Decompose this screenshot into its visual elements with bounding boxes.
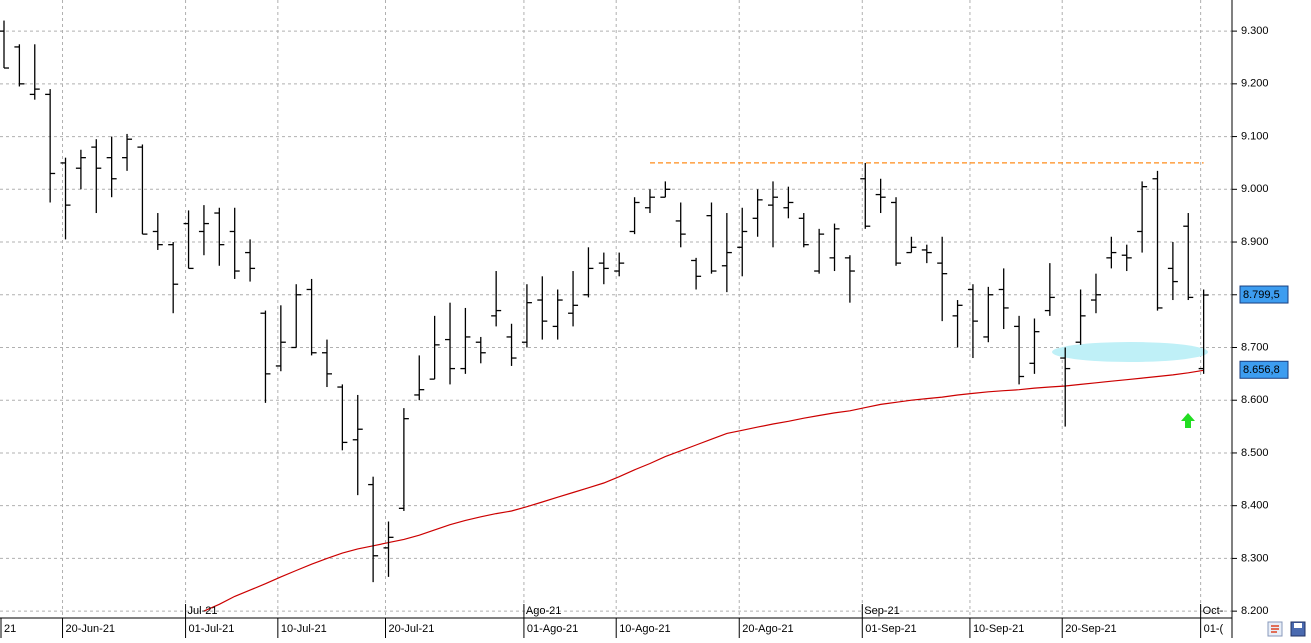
x-tick-label: 01-Jul-21 <box>189 623 235 635</box>
x-tick-label: 01-Ago-21 <box>527 623 578 635</box>
save-icon-glyph <box>1294 623 1302 628</box>
up-arrow <box>1181 413 1195 428</box>
y-tick-label: 8.600 <box>1241 394 1269 406</box>
x-tick-label: 10-Jul-21 <box>281 623 327 635</box>
toolbar-icon-glyph <box>1271 625 1279 633</box>
x-tick-label: 20-Ago-21 <box>742 623 793 635</box>
month-label: Jul-21 <box>188 605 218 617</box>
last-ma-label-box <box>1239 360 1289 379</box>
y-tick-label: 9.000 <box>1241 183 1269 195</box>
highlight-ellipse <box>1052 342 1208 362</box>
x-tick-label: 01-( <box>1204 623 1224 635</box>
last-close-label: 8.799,5 <box>1243 289 1280 301</box>
x-tick-label: 10-Sep-21 <box>973 623 1024 635</box>
y-tick-label: 8.700 <box>1241 341 1269 353</box>
last-close-label-box <box>1239 285 1289 304</box>
moving-average-line <box>203 369 1204 612</box>
grid <box>0 0 1232 618</box>
y-tick-label: 8.200 <box>1241 605 1269 617</box>
month-label: Ago-21 <box>526 605 561 617</box>
y-tick-label: 9.200 <box>1241 78 1269 90</box>
y-tick-label: 9.100 <box>1241 130 1269 142</box>
x-tick-label: 20-Sep-21 <box>1065 623 1116 635</box>
y-tick-label: 8.400 <box>1241 500 1269 512</box>
marks <box>0 20 1209 612</box>
x-tick-label: 20-Jun-21 <box>66 623 116 635</box>
y-tick-label: 8.300 <box>1241 552 1269 564</box>
x-tick-label: 01-Sep-21 <box>865 623 916 635</box>
axes: 8.2008.3008.4008.5008.6008.7008.8008.900… <box>0 25 1289 638</box>
y-tick-label: 8.500 <box>1241 447 1269 459</box>
month-label: Oct- <box>1203 605 1224 617</box>
y-tick-label: 8.900 <box>1241 236 1269 248</box>
y-tick-label: 9.300 <box>1241 25 1269 37</box>
last-ma-label: 8.656,8 <box>1243 364 1280 376</box>
month-label: Sep-21 <box>864 605 899 617</box>
x-tick-label: 21 <box>4 623 16 635</box>
x-tick-label: 20-Jul-21 <box>389 623 435 635</box>
x-tick-label: 10-Ago-21 <box>619 623 670 635</box>
